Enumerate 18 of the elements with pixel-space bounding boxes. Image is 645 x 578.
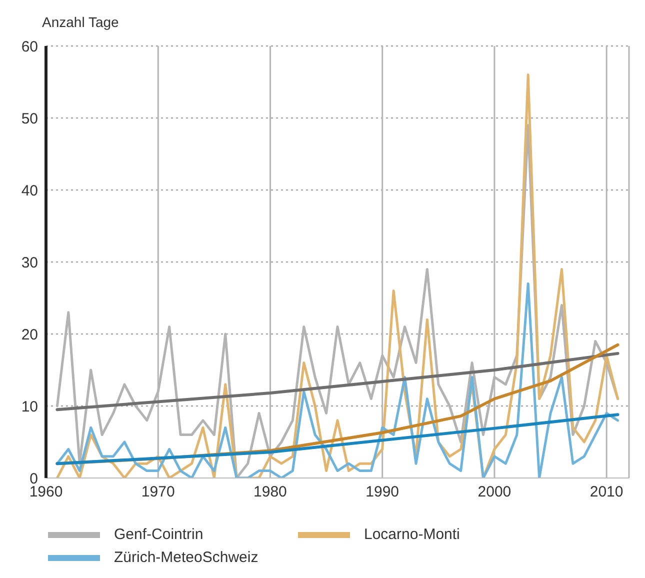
line-series <box>56 282 620 478</box>
y-tick-label: 60 <box>21 38 38 56</box>
line-series <box>56 413 620 466</box>
x-tick-label: 1990 <box>366 484 400 501</box>
legend-label: Locarno-Monti <box>364 526 460 543</box>
y-tick-label: 40 <box>21 182 38 200</box>
y-tick-label: 10 <box>21 398 38 416</box>
legend-label: Zürich-MeteoSchweiz <box>114 549 258 566</box>
legend-label: Genf-Cointrin <box>114 526 204 543</box>
x-tick-label: 1980 <box>254 484 287 501</box>
x-tick-label: 2010 <box>590 484 624 501</box>
line-series <box>56 352 620 412</box>
x-tick-label: 1970 <box>141 484 175 501</box>
y-tick-label: 20 <box>21 326 38 344</box>
y-tick-label: 30 <box>21 254 38 272</box>
y-tick-label: 50 <box>21 110 38 128</box>
y-axis-title: Anzahl Tage <box>41 13 120 32</box>
x-tick-label: 2000 <box>478 484 512 501</box>
